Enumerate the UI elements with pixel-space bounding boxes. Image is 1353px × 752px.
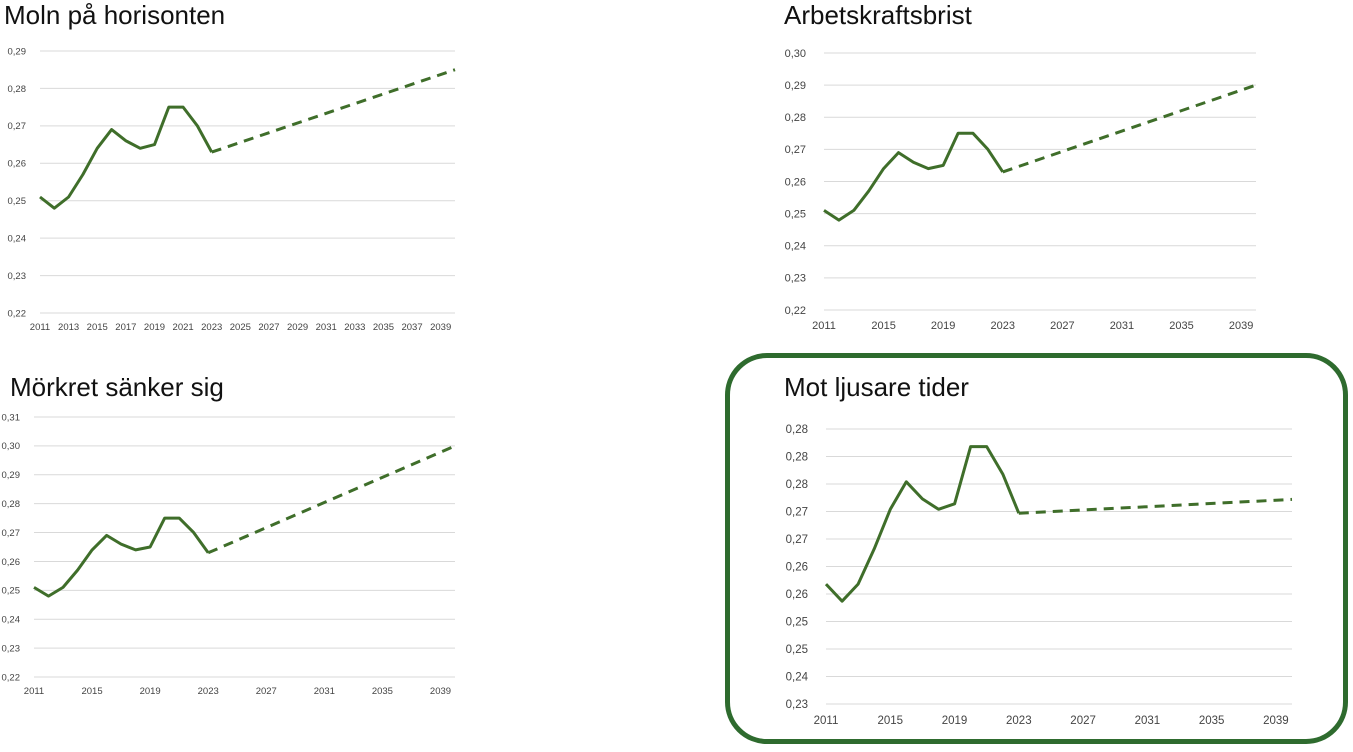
x-tick-label: 2031: [1110, 320, 1134, 332]
y-tick-label: 0,24: [786, 672, 809, 684]
y-tick-label: 0,27: [786, 507, 808, 519]
x-tick-label: 2035: [1169, 320, 1193, 332]
x-tick-label: 2019: [931, 320, 955, 332]
x-tick-label: 2035: [373, 322, 394, 333]
y-tick-label: 0,25: [2, 586, 21, 597]
y-tick-label: 0,29: [8, 46, 27, 57]
chart-title: Arbetskraftsbrist: [784, 0, 972, 30]
y-tick-label: 0,28: [785, 112, 806, 124]
x-tick-label: 2031: [314, 686, 335, 697]
y-tick-label: 0,22: [8, 308, 27, 319]
x-tick-label: 2027: [256, 686, 277, 697]
historical-line: [33, 516, 210, 598]
y-tick-label: 0,28: [2, 499, 21, 510]
y-tick-label: 0,27: [785, 144, 806, 156]
x-tick-label: 2039: [1263, 715, 1289, 727]
y-tick-label: 0,24: [8, 233, 27, 244]
y-tick-label: 0,26: [8, 159, 27, 170]
x-tick-label: 2011: [30, 322, 50, 333]
chart-title: Mörkret sänker sig: [10, 372, 224, 402]
y-tick-label: 0,24: [785, 241, 806, 253]
y-tick-label: 0,22: [785, 305, 806, 317]
x-tick-label: 2025: [230, 322, 251, 333]
y-tick-label: 0,25: [785, 208, 806, 220]
y-tick-label: 0,29: [2, 470, 21, 481]
y-tick-label: 0,28: [786, 424, 808, 436]
chart-plot: 0,22 0,23 0,24 0,25 0,26 0,27 0,28 0,29 0,30 0,31…: [2, 412, 456, 697]
chart-panel-arbetskraftsbrist: Arbetskraftsbrist 0,22 0,23 0,24 0,25 0,26 0,…: [760, 0, 1280, 345]
x-tick-label: 2031: [316, 322, 337, 333]
x-tick-label: 2039: [430, 322, 451, 333]
projection-line: [1002, 83, 1257, 174]
x-tick-label: 2011: [814, 715, 839, 727]
historical-line: [39, 105, 214, 210]
y-tick-label: 0,31: [2, 412, 21, 423]
chart-title: Mot ljusare tider: [784, 372, 969, 402]
x-tick-label: 2015: [871, 320, 895, 332]
y-tick-label: 0,28: [786, 452, 808, 464]
y-tick-label: 0,25: [786, 644, 808, 656]
x-tick-label: 2019: [144, 322, 165, 333]
chart-plot: 0,22 0,23 0,24 0,25 0,26 0,27 0,28 0,29 2011 2013…: [8, 46, 456, 333]
x-tick-label: 2017: [115, 322, 136, 333]
x-tick-label: 2027: [1050, 320, 1074, 332]
x-tick-label: 2015: [81, 686, 102, 697]
chart-title: Moln på horisonten: [4, 0, 226, 30]
y-tick-label: 0,27: [8, 121, 27, 132]
x-tick-label: 2019: [140, 686, 161, 697]
x-tick-label: 2033: [344, 322, 365, 333]
x-tick-label: 2019: [942, 715, 968, 727]
x-tick-label: 2039: [1229, 320, 1253, 332]
x-tick-label: 2013: [58, 322, 79, 333]
projection-line: [1018, 497, 1293, 515]
y-tick-label: 0,23: [2, 643, 21, 654]
projection-line: [207, 444, 456, 555]
x-tick-label: 2023: [1006, 715, 1032, 727]
x-tick-label: 2035: [372, 686, 393, 697]
y-tick-label: 0,23: [785, 273, 806, 285]
x-tick-label: 2027: [258, 322, 279, 333]
chart-plot: 0,22 0,23 0,24 0,25 0,26 0,27 0,28 0,29 0,30 2011…: [785, 48, 1257, 332]
y-tick-label: 0,27: [2, 528, 21, 539]
y-tick-label: 0,24: [2, 615, 21, 626]
y-tick-label: 0,23: [8, 271, 27, 282]
x-tick-label: 2039: [430, 686, 451, 697]
y-tick-label: 0,30: [785, 48, 806, 60]
x-tick-label: 2035: [1199, 715, 1225, 727]
x-tick-label: 2023: [991, 320, 1015, 332]
projection-line: [211, 68, 456, 154]
y-tick-label: 0,26: [785, 176, 806, 188]
y-tick-label: 0,30: [2, 441, 21, 452]
y-tick-label: 0,26: [786, 562, 808, 574]
y-tick-label: 0,26: [2, 557, 21, 568]
x-tick-label: 2029: [287, 322, 308, 333]
y-tick-label: 0,27: [786, 534, 808, 546]
x-tick-label: 2015: [877, 715, 903, 727]
chart-plot: 0,23 0,24 0,25 0,25 0,26 0,26 0,27 0,27 0,28 0,28…: [786, 424, 1293, 727]
y-tick-label: 0,28: [8, 84, 27, 95]
chart-panel-moln: Moln på horisonten 0,22 0,23 0,24 0,25 0,26 0…: [0, 0, 470, 340]
y-tick-label: 0,29: [785, 80, 806, 92]
y-tick-label: 0,26: [786, 589, 808, 601]
x-tick-label: 2027: [1070, 715, 1096, 727]
y-tick-label: 0,25: [786, 617, 808, 629]
x-tick-label: 2031: [1135, 715, 1161, 727]
x-tick-label: 2021: [173, 322, 194, 333]
x-tick-label: 2023: [201, 322, 222, 333]
y-tick-label: 0,22: [2, 672, 21, 683]
chart-panel-morkret: Mörkret sänker sig 0,22 0,23 0,24 0,25 0,26 0…: [0, 372, 470, 702]
historical-line: [823, 131, 1005, 222]
x-tick-label: 2023: [198, 686, 219, 697]
y-tick-label: 0,28: [786, 479, 808, 491]
y-tick-label: 0,23: [786, 699, 808, 711]
historical-line: [824, 445, 1021, 603]
y-tick-label: 0,25: [8, 196, 27, 207]
x-tick-label: 2011: [812, 320, 836, 332]
chart-panel-ljusare: Mot ljusare tider 0,23 0,24 0,25 0,25 0,26 0,…: [760, 372, 1320, 732]
x-tick-label: 2015: [87, 322, 108, 333]
x-tick-label: 2011: [24, 686, 44, 697]
x-tick-label: 2037: [401, 322, 422, 333]
